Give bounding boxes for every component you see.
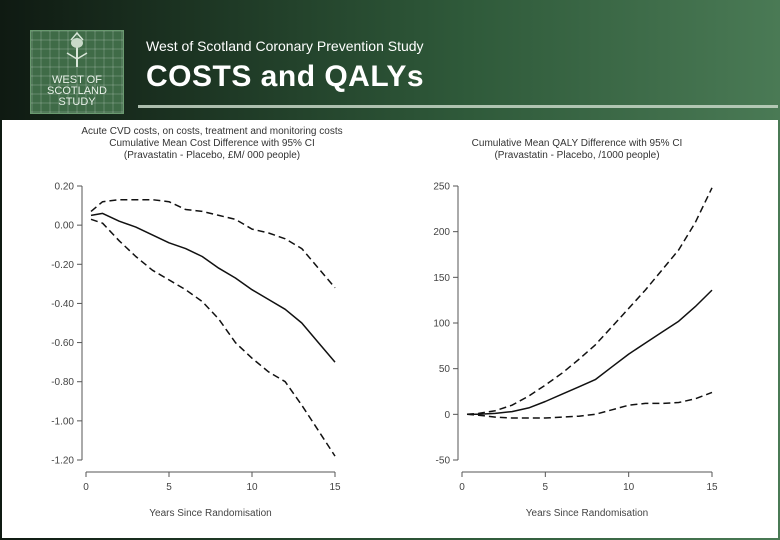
ci-dashed-line [466, 391, 713, 419]
logo-line-1: WEST OF [52, 74, 102, 86]
chart-title-line: Cumulative Mean Cost Difference with 95%… [109, 138, 314, 149]
y-tick-label: -1.00 [51, 416, 74, 427]
ci-dashed-line [90, 198, 336, 289]
y-tick-label: 150 [433, 273, 450, 284]
x-axis-label: Years Since Randomisation [149, 508, 271, 519]
y-tick-label: 250 [433, 182, 450, 193]
qaly-difference-chart: Cumulative Mean QALY Difference with 95%… [433, 138, 718, 519]
chart-title-line: (Pravastatin - Placebo, £M/ 000 people) [124, 150, 300, 161]
mean-line [467, 289, 713, 416]
thistle-icon [66, 31, 88, 67]
logo-line-3: STUDY [58, 96, 96, 108]
y-tick-label: 0.00 [55, 221, 75, 232]
y-tick-label: 50 [439, 364, 451, 375]
y-tick-label: -0.20 [51, 260, 74, 271]
slide-title: COSTS and QALYs [146, 60, 425, 93]
x-tick-label: 15 [329, 482, 341, 493]
chart-title-line: Cumulative Mean QALY Difference with 95%… [472, 138, 683, 149]
logo-line-2: SCOTLAND [47, 85, 107, 97]
ci-dashed-line [466, 187, 713, 416]
mean-line [90, 212, 336, 363]
x-tick-label: 10 [623, 482, 635, 493]
x-tick-label: 0 [459, 482, 465, 493]
y-tick-label: 0.20 [55, 182, 75, 193]
cost-difference-chart: Acute CVD costs, on costs, treatment and… [51, 126, 342, 519]
x-tick-label: 10 [246, 482, 258, 493]
y-tick-label: -0.40 [51, 299, 74, 310]
slide-header: WEST OF SCOTLAND STUDY West of Scotland … [0, 0, 780, 118]
chart-title-line: (Pravastatin - Placebo, /1000 people) [494, 150, 659, 161]
y-tick-label: -0.80 [51, 377, 74, 388]
study-logo: WEST OF SCOTLAND STUDY [30, 30, 124, 114]
ci-dashed-line [90, 218, 336, 457]
x-tick-label: 5 [166, 482, 172, 493]
y-tick-label: 0 [444, 410, 450, 421]
y-tick-label: -50 [436, 456, 451, 467]
y-tick-label: -1.20 [51, 456, 74, 467]
y-tick-label: 200 [433, 227, 450, 238]
y-tick-label: 100 [433, 319, 450, 330]
x-tick-label: 15 [706, 482, 718, 493]
x-axis-label: Years Since Randomisation [526, 508, 648, 519]
x-tick-label: 5 [543, 482, 549, 493]
chart-title-line: Acute CVD costs, on costs, treatment and… [81, 126, 342, 137]
title-divider [138, 105, 778, 108]
x-tick-label: 0 [83, 482, 89, 493]
charts-panel: Acute CVD costs, on costs, treatment and… [2, 120, 778, 538]
y-tick-label: -0.60 [51, 338, 74, 349]
slide-subtitle: West of Scotland Coronary Prevention Stu… [146, 38, 424, 54]
